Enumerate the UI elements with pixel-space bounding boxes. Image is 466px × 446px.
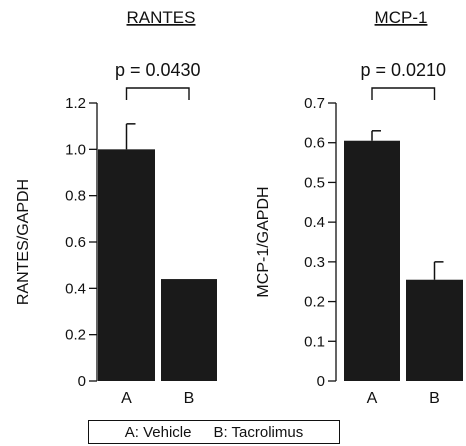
chart1-y-tick-label: 1.2 [65, 95, 86, 112]
chart2-category-label-B: B [429, 390, 440, 407]
chart1-significance-bracket [125, 87, 190, 100]
chart2-y-tick-label: 0.3 [304, 254, 325, 271]
legend-box: A: Vehicle B: Tacrolimus [88, 420, 340, 444]
chart2-significance-bracket [371, 87, 436, 100]
chart1-category-label-B: B [184, 390, 195, 407]
chart2-category-label-A: A [367, 390, 378, 407]
chart1-y-tick-label: 0.4 [65, 280, 86, 297]
chart1-category-label-A: A [121, 390, 132, 407]
chart1-y-tick-label: 0 [78, 373, 86, 390]
chart2-p-value: p = 0.0210 [360, 60, 446, 80]
chart2-bar-A [344, 140, 400, 381]
chart1-title: RANTES [127, 8, 196, 27]
chart1-p-value: p = 0.0430 [115, 60, 201, 80]
chart2-y-tick-label: 0 [317, 373, 325, 390]
chart1-y-tick-label: 0.2 [65, 327, 86, 344]
chart1-y-tick-label: 0.8 [65, 188, 86, 205]
chart2-y-axis-label: MCP-1/GAPDH [255, 186, 272, 297]
legend-entry-a: A: Vehicle [124, 423, 192, 441]
legend-entry-b: B: Tacrolimus [213, 423, 304, 441]
chart2-y-tick-label: 0.5 [304, 174, 325, 191]
chart2-title: MCP-1 [375, 8, 428, 27]
chart1-bar-B [161, 279, 217, 381]
chart-area: RANTES 0 0.2 0.4 0.6 0.8 1.0 1.2 RANTES/GAPDH A Bp… [15, 8, 463, 407]
chart2-y-tick-label: 0.2 [304, 294, 325, 311]
chart2-bar-B [406, 279, 463, 381]
chart2-y-tick-label: 0.4 [304, 214, 325, 231]
chart1-bar-A [98, 149, 155, 381]
chart1-y-axis-label: RANTES/GAPDH [15, 179, 32, 305]
chart2-y-tick-label: 0.7 [304, 95, 325, 112]
chart2-y-tick-label: 0.6 [304, 135, 325, 152]
chart2-y-tick-label: 0.1 [304, 333, 325, 350]
chart1-y-tick-label: 1.0 [65, 141, 86, 158]
chart1-y-tick-label: 0.6 [65, 234, 86, 251]
